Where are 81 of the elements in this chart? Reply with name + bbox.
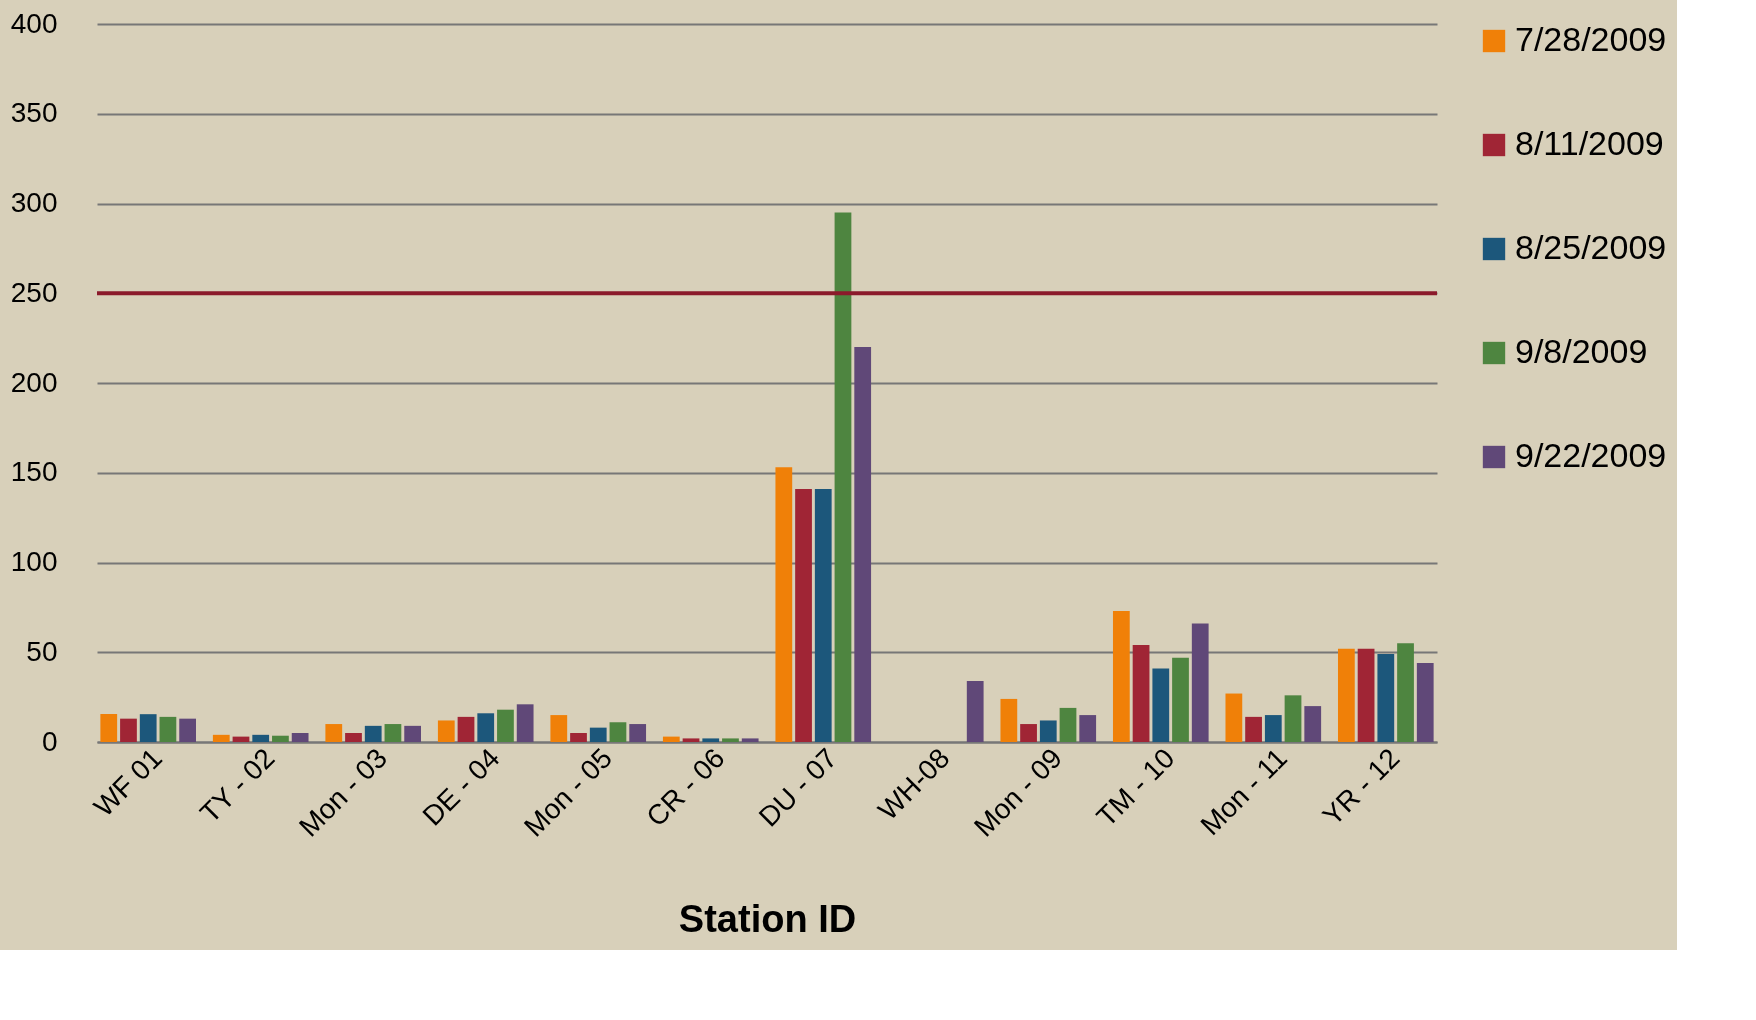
- bar: [1245, 716, 1262, 742]
- bar: [722, 738, 739, 742]
- legend-label: 9/8/2009: [1515, 332, 1648, 370]
- bar: [1132, 645, 1150, 742]
- y-tick-label: 350: [10, 97, 58, 129]
- bar: [1337, 648, 1355, 742]
- bar: [1264, 715, 1282, 742]
- x-tick-label: DE - 04: [416, 742, 506, 832]
- bar: [1416, 663, 1434, 742]
- x-tick-label: Mon - 09: [968, 742, 1069, 843]
- bar: [854, 347, 872, 742]
- y-tick-label: 0: [41, 725, 58, 757]
- bar: [1112, 610, 1130, 742]
- legend-label: 8/25/2009: [1515, 228, 1667, 266]
- bar: [1152, 668, 1170, 742]
- bar: [1172, 657, 1189, 742]
- bar: [834, 212, 852, 742]
- bar: [1000, 698, 1018, 742]
- bar: [120, 718, 137, 742]
- bar: [629, 724, 647, 742]
- bar: [1357, 648, 1375, 742]
- bar: [179, 718, 197, 742]
- x-tick-label: YR - 12: [1316, 742, 1406, 832]
- bar: [1039, 720, 1057, 742]
- bar: [1377, 654, 1395, 742]
- bar: [212, 734, 230, 742]
- bar: [814, 488, 832, 742]
- bar: [291, 733, 309, 742]
- bar: [100, 714, 118, 742]
- bar: [159, 716, 177, 742]
- bar: [1059, 707, 1077, 742]
- bar: [457, 716, 475, 742]
- y-tick-label: 150: [10, 456, 58, 488]
- bar: [325, 724, 343, 742]
- bar: [516, 704, 534, 742]
- x-tick-label: Mon - 11: [1194, 742, 1294, 841]
- x-tick-label: TM - 10: [1090, 742, 1181, 833]
- y-tick-label: 200: [10, 366, 58, 398]
- x-tick-label: Mon - 05: [517, 742, 619, 843]
- x-tick-label: WF 01: [87, 742, 168, 823]
- bar: [384, 724, 402, 742]
- bar: [272, 735, 289, 742]
- x-tick-label: CR - 06: [640, 742, 731, 833]
- bar: [1079, 715, 1097, 742]
- y-tick-label: 250: [10, 276, 58, 308]
- bar: [702, 738, 720, 742]
- bar: [966, 680, 984, 742]
- y-tick-label: 50: [26, 635, 58, 667]
- bar: [775, 467, 793, 742]
- y-tick-label: 100: [10, 546, 58, 577]
- bar: [795, 488, 812, 742]
- bar: [404, 725, 422, 742]
- bar: [345, 733, 362, 742]
- bar: [497, 709, 514, 742]
- bar: [1284, 695, 1302, 742]
- x-tick-label: Mon - 03: [292, 742, 394, 843]
- bar: [1191, 623, 1209, 742]
- bar: [477, 713, 495, 742]
- y-tick-label: 400: [10, 7, 58, 39]
- bar: [1397, 643, 1414, 742]
- bar: [1304, 706, 1322, 742]
- x-tick-label: DU - 07: [752, 742, 844, 833]
- bar: [437, 720, 455, 742]
- bar: [570, 733, 587, 742]
- bar: [139, 714, 157, 742]
- bar: [364, 725, 382, 742]
- bar: [1225, 693, 1243, 742]
- legend-label: 8/11/2009: [1515, 124, 1664, 162]
- bar: [252, 734, 270, 742]
- bar: [682, 738, 700, 742]
- bar: [741, 738, 759, 742]
- bar: [662, 736, 680, 742]
- x-axis-title: Station ID: [678, 898, 857, 941]
- legend-label: 9/22/2009: [1515, 436, 1667, 474]
- bar: [1020, 724, 1037, 742]
- bar: [609, 722, 627, 742]
- bar: [589, 727, 607, 742]
- x-tick-label: TY - 02: [194, 742, 281, 829]
- y-tick-label: 300: [10, 187, 58, 218]
- bar: [550, 715, 568, 742]
- legend-label: 7/28/2009: [1515, 20, 1667, 58]
